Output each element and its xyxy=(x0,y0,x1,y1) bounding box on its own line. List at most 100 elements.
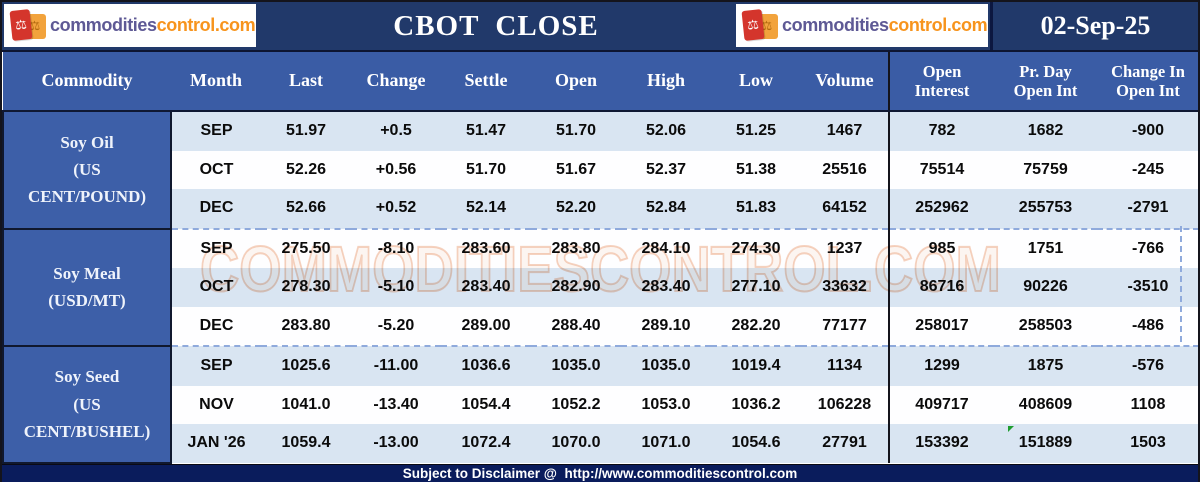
value-cell: 282.90 xyxy=(531,268,621,307)
value-cell: 409717 xyxy=(888,385,994,424)
value-cell: -13.40 xyxy=(351,385,441,424)
value-cell: 90226 xyxy=(994,268,1097,307)
value-cell: 985 xyxy=(888,227,994,268)
col-header-prday-open-int: Pr. Day Open Int xyxy=(994,52,1097,112)
value-cell: 289.00 xyxy=(441,306,531,346)
cbot-close-table: Commodity Month Last Change Settle Open … xyxy=(2,52,1198,464)
value-cell: 1237 xyxy=(801,227,889,268)
table-row: OCT 278.30 -5.10 283.40 282.90 283.40 277.10 33… xyxy=(3,268,1198,307)
scales-icon: ⚖ ⚖ xyxy=(741,8,780,44)
commodity-cell: Soy Seed (US CENT/BUSHEL) xyxy=(2,345,172,464)
value-cell: 52.20 xyxy=(531,189,621,229)
value-cell: -5.20 xyxy=(351,306,441,346)
logo-right[interactable]: ⚖ ⚖ commoditiescontrol.com xyxy=(736,4,988,47)
value-cell: 1036.6 xyxy=(441,345,531,386)
value-cell: 289.10 xyxy=(621,306,711,346)
month-cell: JAN '26 xyxy=(171,424,261,463)
value-cell: 1299 xyxy=(888,345,994,386)
value-cell: 64152 xyxy=(801,189,889,229)
value-cell: 25516 xyxy=(801,150,889,189)
value-cell: 1108 xyxy=(1097,385,1198,424)
value-cell: 1072.4 xyxy=(441,424,531,463)
col-header-last: Last xyxy=(261,52,351,112)
value-cell: 1036.2 xyxy=(711,385,801,424)
scales-icon: ⚖ ⚖ xyxy=(9,8,48,44)
value-cell: 1054.6 xyxy=(711,424,801,463)
value-cell: 52.14 xyxy=(441,189,531,229)
value-cell: 1682 xyxy=(994,111,1097,151)
commodity-cell: Soy Meal (USD/MT) xyxy=(2,227,172,347)
table-row: DEC 283.80 -5.20 289.00 288.40 289.10 282.20 77… xyxy=(3,306,1198,346)
value-cell: 1467 xyxy=(801,111,889,151)
value-cell: 51.70 xyxy=(531,111,621,151)
table-body: Soy Oil (US CENT/POUND) SEP 51.97 +0.5 51.47… xyxy=(2,110,1198,464)
value-cell: 782 xyxy=(888,111,994,151)
header-row: Commodity Month Last Change Settle Open … xyxy=(3,52,1198,112)
value-cell: 52.66 xyxy=(261,189,351,229)
value-cell: 51.25 xyxy=(711,111,801,151)
month-cell: SEP xyxy=(171,111,261,151)
value-cell: 75514 xyxy=(888,150,994,189)
value-cell: 1059.4 xyxy=(261,424,351,463)
value-cell: -8.10 xyxy=(351,227,441,268)
value-cell: 283.40 xyxy=(621,268,711,307)
value-cell: 274.30 xyxy=(711,227,801,268)
value-cell: 52.37 xyxy=(621,150,711,189)
value-cell: 283.60 xyxy=(441,227,531,268)
logo-text: commoditiescontrol.com xyxy=(50,15,256,35)
top-banner: ⚖ ⚖ commoditiescontrol.com CBOT CLOSE ⚖ … xyxy=(2,2,1198,50)
table-bottom-line xyxy=(2,463,1198,465)
value-cell: 288.40 xyxy=(531,306,621,346)
value-cell: 51.70 xyxy=(441,150,531,189)
value-cell: 258017 xyxy=(888,306,994,346)
value-cell: -5.10 xyxy=(351,268,441,307)
col-header-low: Low xyxy=(711,52,801,112)
value-cell: 252962 xyxy=(888,189,994,229)
value-cell: 1053.0 xyxy=(621,385,711,424)
value-cell: -486 xyxy=(1097,306,1198,346)
value-cell: -2791 xyxy=(1097,189,1198,229)
value-cell: +0.56 xyxy=(351,150,441,189)
col-header-change-open-int: Change In Open Int xyxy=(1097,52,1198,112)
month-cell: DEC xyxy=(171,189,261,229)
col-header-open-interest: Open Interest xyxy=(888,52,994,112)
value-cell: -3510 xyxy=(1097,268,1198,307)
value-cell: 1025.6 xyxy=(261,345,351,386)
table-row: Soy Seed (US CENT/BUSHEL) SEP 1025.6 -11.00… xyxy=(2,345,1198,464)
value-cell: 1070.0 xyxy=(531,424,621,463)
value-cell: 283.40 xyxy=(441,268,531,307)
value-cell: 282.20 xyxy=(711,306,801,346)
value-cell: 1054.4 xyxy=(441,385,531,424)
col-header-open: Open xyxy=(531,52,621,112)
value-cell: 51.83 xyxy=(711,189,801,229)
logo-text: commoditiescontrol.com xyxy=(782,15,988,35)
col-header-volume: Volume xyxy=(801,52,889,112)
table-row: JAN '26 1059.4 -13.00 1072.4 1070.0 1071.0 105… xyxy=(3,424,1198,463)
value-cell: 284.10 xyxy=(621,227,711,268)
value-cell: -900 xyxy=(1097,111,1198,151)
value-cell: 151889 xyxy=(994,424,1097,463)
value-cell: 1071.0 xyxy=(621,424,711,463)
value-cell: 278.30 xyxy=(261,268,351,307)
value-cell: -11.00 xyxy=(351,345,441,386)
value-cell: 255753 xyxy=(994,189,1097,229)
value-cell: 1751 xyxy=(994,227,1097,268)
value-cell: 258503 xyxy=(994,306,1097,346)
banner-divider xyxy=(2,50,1198,52)
table-row: Soy Meal (USD/MT) SEP 275.50 -8.10 283.60 283… xyxy=(2,227,1198,347)
value-cell: 52.84 xyxy=(621,189,711,229)
value-cell: 275.50 xyxy=(261,227,351,268)
value-cell: 153392 xyxy=(888,424,994,463)
value-cell: 277.10 xyxy=(711,268,801,307)
page-title: CBOT CLOSE xyxy=(393,10,599,42)
logo-left[interactable]: ⚖ ⚖ commoditiescontrol.com xyxy=(4,4,256,47)
value-cell: 408609 xyxy=(994,385,1097,424)
col-header-commodity: Commodity xyxy=(3,52,171,112)
month-cell: OCT xyxy=(171,268,261,307)
disclaimer-bar[interactable]: Subject to Disclaimer @ http://www.commo… xyxy=(2,464,1198,482)
value-cell: 1035.0 xyxy=(531,345,621,386)
value-cell: 1035.0 xyxy=(621,345,711,386)
value-cell: -13.00 xyxy=(351,424,441,463)
value-cell: 52.06 xyxy=(621,111,711,151)
